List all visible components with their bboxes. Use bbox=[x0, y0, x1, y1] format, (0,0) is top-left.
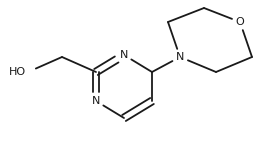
Text: N: N bbox=[120, 50, 128, 60]
Text: N: N bbox=[92, 96, 100, 106]
Text: HO: HO bbox=[9, 67, 26, 77]
Text: O: O bbox=[236, 17, 244, 27]
Text: N: N bbox=[176, 52, 184, 62]
